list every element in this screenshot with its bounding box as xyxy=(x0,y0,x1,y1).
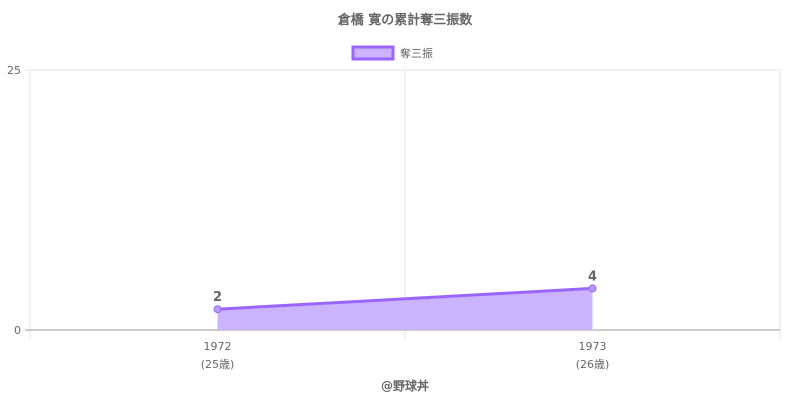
data-label: 4 xyxy=(588,269,597,284)
x-tick-label: 1973 xyxy=(579,340,607,353)
data-point xyxy=(588,284,597,293)
data-point xyxy=(213,305,222,314)
chart-title: 倉橋 寛の累計奪三振数 xyxy=(337,12,474,28)
y-tick-label: 0 xyxy=(14,324,21,337)
legend-swatch[interactable] xyxy=(351,45,395,61)
series-area xyxy=(217,288,593,330)
x-tick-sublabel: (26歳) xyxy=(576,358,610,371)
x-axis-label: @野球丼 xyxy=(381,378,429,393)
x-tick-sublabel: (25歳) xyxy=(201,358,235,371)
x-tick-label: 1972 xyxy=(204,340,232,353)
y-tick-label: 25 xyxy=(7,64,21,77)
legend-label[interactable]: 奪三振 xyxy=(400,46,433,60)
data-label: 2 xyxy=(213,290,222,305)
series-line xyxy=(217,286,593,311)
